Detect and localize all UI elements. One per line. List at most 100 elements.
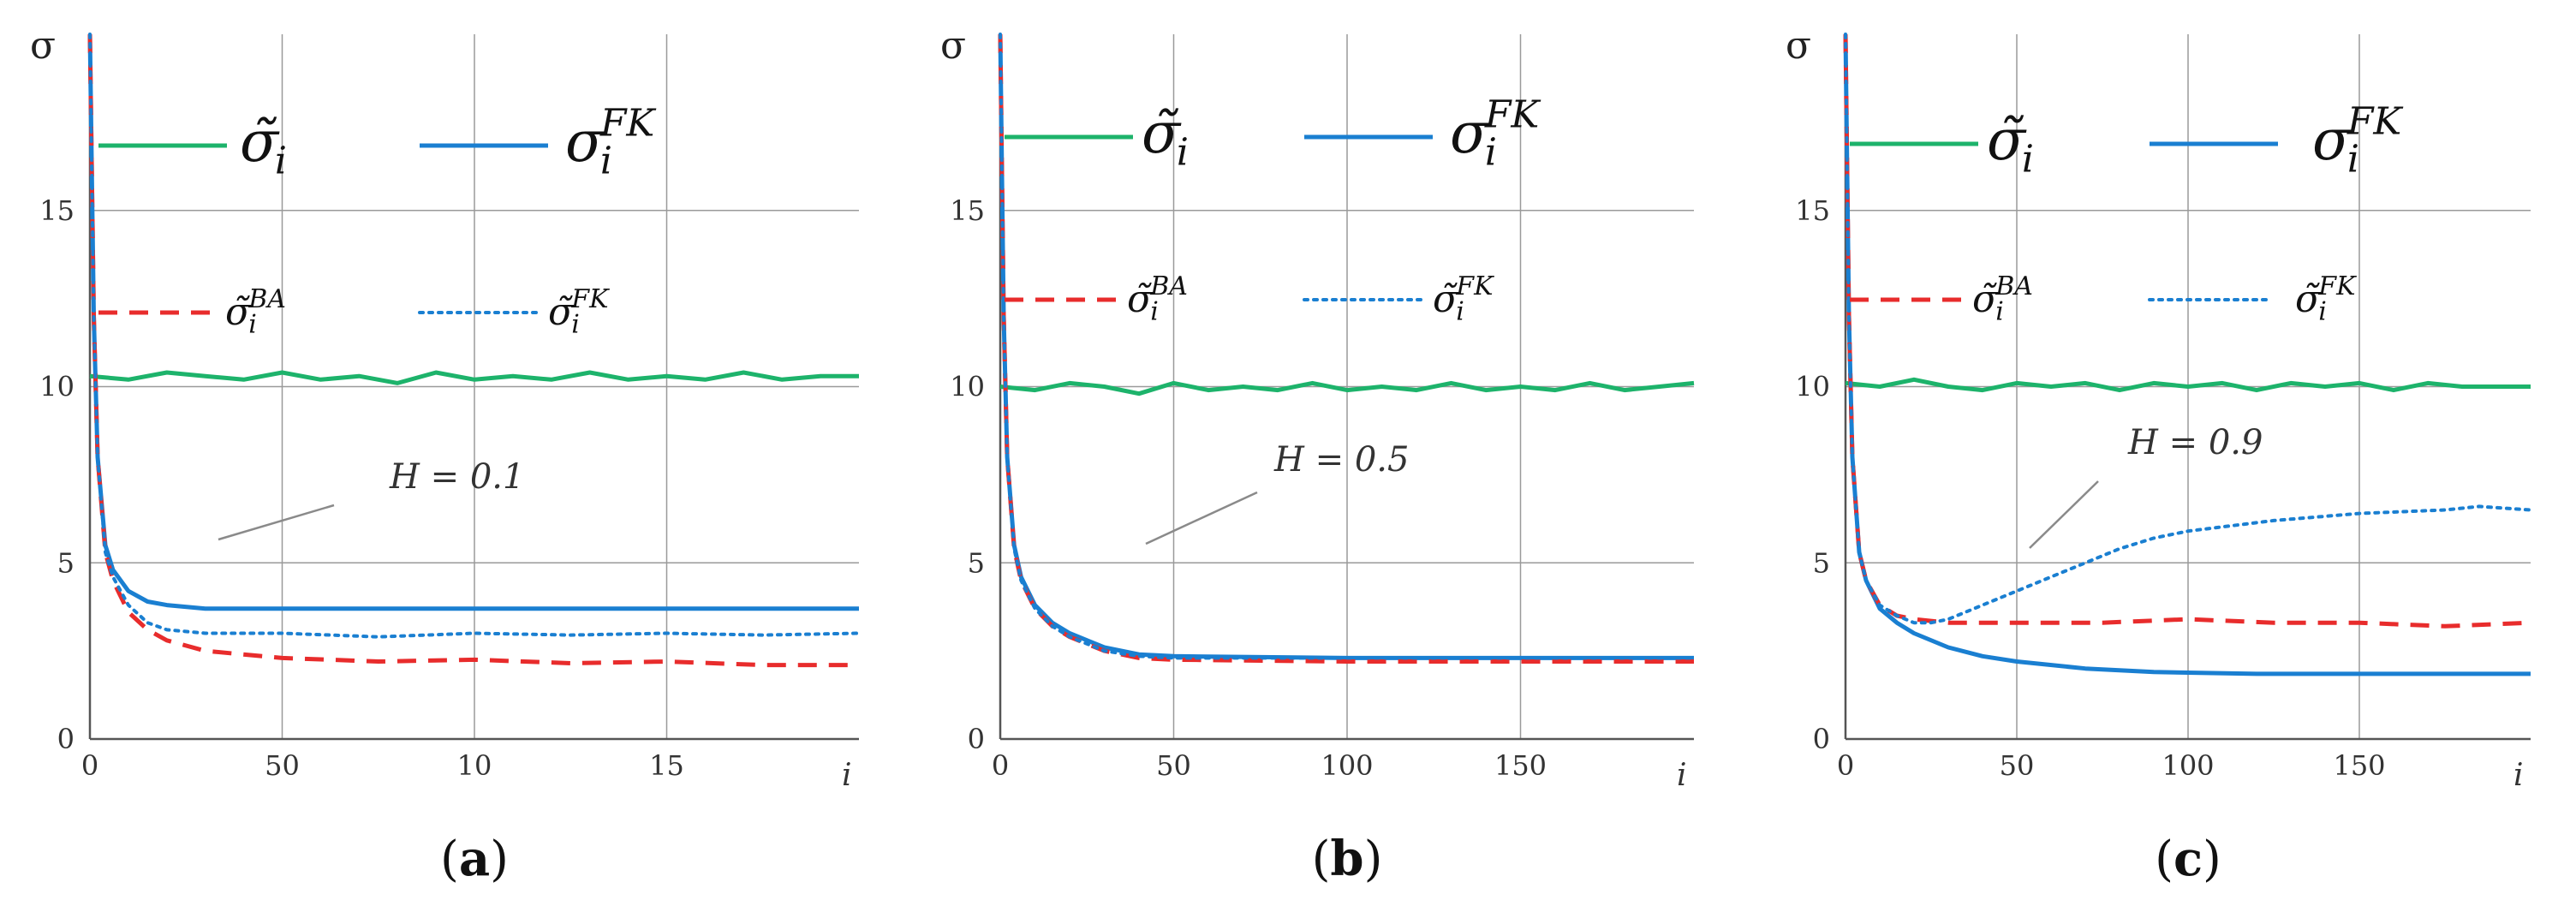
y-tick-label: 10 (39, 371, 75, 403)
series-line-4 (999, 33, 1696, 660)
y-axis-label: σ (940, 24, 966, 68)
legend-label-superscript: BA (247, 284, 286, 314)
panel-label-open-paren: ( (2155, 831, 2174, 887)
legend-item-4: σ̃iFK (1303, 271, 1494, 327)
panel-label-open-paren: ( (1312, 831, 1331, 887)
legend-label-base: σ (1450, 100, 1490, 166)
series-line-1 (999, 380, 1695, 396)
series-line-1 (1845, 377, 2531, 393)
legend-item-3: σ̃iBA (1005, 271, 1188, 327)
legend-label-subscript: i (571, 310, 580, 340)
annotation-leader-line (2029, 480, 2099, 549)
y-tick-label: 5 (968, 546, 985, 579)
annotation-h-value: H = 0.9 (2127, 423, 2263, 462)
legend-label-base: σ̃ (1972, 277, 2000, 321)
annotation-h-value: H = 0.1 (389, 457, 524, 497)
legend-label-subscript: i (248, 310, 257, 340)
x-tick-label: 50 (1156, 749, 1191, 782)
legend-item-1: σ̃i (1005, 100, 1189, 175)
series-line-4 (88, 33, 861, 639)
legend-item-3: σ̃iBA (98, 284, 286, 340)
panel-label: (a) (440, 831, 509, 887)
panel-label-letter: a (459, 831, 490, 887)
x-tick-label: 100 (2162, 749, 2214, 782)
legend-label-base: σ̃ (1433, 277, 1460, 321)
x-tick-label: 0 (81, 749, 98, 782)
legend-label-subscript: i (1485, 131, 1497, 175)
panel-label-close-paren: ) (490, 831, 509, 887)
y-tick-label: 5 (57, 546, 75, 579)
legend-label-superscript: FK (2346, 99, 2404, 143)
legend-label-superscript: FK (1455, 271, 1494, 301)
legend-label-base: σ (565, 109, 605, 175)
legend-item-4: σ̃iFK (418, 284, 610, 340)
legend-label-subscript: i (2318, 297, 2327, 327)
legend-item-1: σ̃i (98, 109, 287, 183)
x-tick-label: 100 (1321, 749, 1373, 782)
legend-label-subscript: i (1456, 297, 1464, 327)
x-axis-label: i (842, 758, 852, 793)
legend-label-superscript: BA (1149, 271, 1188, 301)
legend-label-base: σ̃ (1987, 107, 2027, 173)
y-tick-label: 0 (968, 723, 985, 755)
legend-item-4: σ̃iFK (2148, 271, 2357, 327)
annotation-leader-line (218, 504, 335, 541)
legend-label-base: σ̃ (225, 290, 253, 334)
legend-item-3: σ̃iBA (1850, 271, 2033, 327)
x-tick-label: 50 (2000, 749, 2035, 782)
series-line-1 (89, 370, 859, 385)
x-tick-label: 150 (1494, 749, 1547, 782)
x-tick-label: 15 (649, 749, 684, 782)
y-tick-label: 15 (39, 194, 75, 227)
x-axis-label: i (2513, 758, 2524, 793)
panel-label-letter: c (2174, 831, 2203, 887)
y-tick-label: 0 (1813, 723, 1830, 755)
y-tick-label: 10 (950, 371, 985, 403)
legend-label-base: σ̃ (548, 290, 575, 334)
legend-label-subscript: i (2347, 138, 2359, 182)
legend-label-subscript: i (1150, 297, 1159, 327)
y-tick-label: 15 (1795, 194, 1830, 227)
legend-label-base: σ̃ (2295, 277, 2323, 321)
panel-label: (c) (2155, 831, 2221, 887)
legend-label-subscript: i (1177, 131, 1189, 175)
legend-label-base: σ̃ (1127, 277, 1154, 321)
panel-label-close-paren: ) (1364, 831, 1383, 887)
panel-label: (b) (1312, 831, 1383, 887)
legend-label-superscript: BA (1995, 271, 2033, 301)
annotation-h-value: H = 0.5 (1273, 440, 1409, 480)
legend-label-superscript: FK (2317, 271, 2357, 301)
legend-label-base: σ̃ (1142, 100, 1182, 166)
legend-label-superscript: FK (570, 284, 610, 314)
panel-label-close-paren: ) (2203, 831, 2221, 887)
legend-label-base: σ̃ (240, 109, 280, 175)
x-axis-label: i (1677, 758, 1687, 793)
y-tick-label: 10 (1795, 371, 1830, 403)
x-tick-label: 0 (1837, 749, 1854, 782)
x-tick-label: 10 (457, 749, 492, 782)
legend-label-superscript: FK (599, 101, 657, 145)
legend-label-subscript: i (275, 140, 287, 183)
legend-label-superscript: FK (1484, 92, 1541, 136)
y-tick-label: 15 (950, 194, 985, 227)
y-tick-label: 0 (57, 723, 75, 755)
legend-item-1: σ̃i (1850, 107, 2034, 182)
x-tick-label: 50 (265, 749, 300, 782)
y-tick-label: 5 (1813, 546, 1830, 579)
panel-label-open-paren: ( (440, 831, 459, 887)
legend-label-base: σ (2312, 107, 2352, 173)
legend-label-subscript: i (2022, 138, 2034, 182)
y-axis-label: σ (30, 24, 56, 68)
annotation-leader-line (1145, 491, 1258, 545)
x-tick-label: 0 (992, 749, 1009, 782)
y-axis-label: σ (1786, 24, 1811, 68)
